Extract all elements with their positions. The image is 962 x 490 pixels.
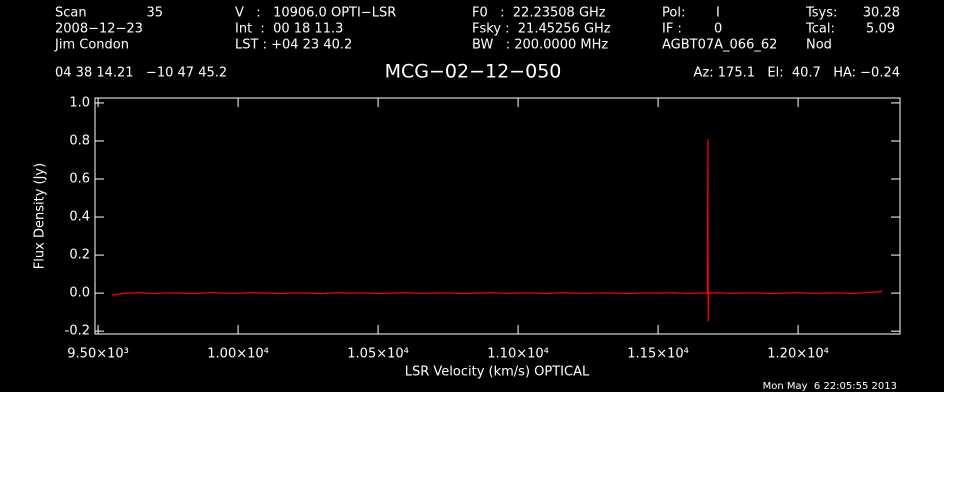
annotation: IF :	[662, 22, 682, 37]
annotation: Nod	[806, 38, 832, 53]
y-axis-label: Flux Density (Jy)	[33, 163, 48, 269]
annotation: Fsky : 21.45256 GHz	[472, 22, 611, 37]
annotation: 35	[146, 6, 163, 21]
annotation: Jim Condon	[54, 38, 129, 53]
annotation: 5.09	[866, 22, 895, 37]
chart-title: MCG−02−12−050	[385, 61, 562, 83]
x-tick-label: 1.10×10⁴	[487, 347, 549, 362]
y-tick-label: 0.6	[69, 172, 90, 187]
y-tick-label: 0.2	[69, 248, 90, 263]
plot-frame	[94, 97, 901, 335]
annotation: V : 10906.0 OPTI−LSR	[235, 6, 396, 21]
annotation: Mon May 6 22:05:55 2013	[763, 381, 897, 392]
y-tick-label: 0.0	[69, 286, 90, 301]
data-line	[111, 139, 883, 322]
annotation: I	[716, 6, 720, 21]
y-tick-label: 1.0	[69, 95, 90, 110]
annotation: BW : 200.0000 MHz	[472, 38, 608, 53]
annotation: LST : +04 23 40.2	[235, 38, 352, 53]
annotation: Az: 175.1 El: 40.7 HA: −0.24	[694, 66, 900, 81]
y-tick-label: -0.2	[65, 324, 90, 339]
annotation: F0 : 22.23508 GHz	[472, 6, 606, 21]
annotation: Scan	[55, 6, 87, 21]
y-tick-label: 0.4	[69, 210, 90, 225]
annotation: Tsys:	[805, 6, 837, 21]
annotation: Int : 00 18 11.3	[235, 22, 343, 37]
annotation: AGBT07A_066_62	[662, 38, 777, 53]
annotation: 04 38 14.21 −10 47 45.2	[55, 66, 227, 81]
annotation: 0	[714, 22, 722, 37]
y-tick-label: 0.8	[69, 133, 90, 148]
x-tick-label: 9.50×10³	[67, 347, 129, 362]
annotation: Tcal:	[805, 22, 835, 37]
x-tick-label: 1.00×10⁴	[207, 347, 269, 362]
annotation: 2008−12−23	[55, 22, 143, 37]
x-tick-label: 1.20×10⁴	[767, 347, 829, 362]
x-tick-label: 1.15×10⁴	[627, 347, 689, 362]
annotation: 30.28	[863, 6, 900, 21]
annotation: Pol:	[662, 6, 685, 21]
plot-background	[0, 0, 944, 392]
x-axis-label: LSR Velocity (km/s) OPTICAL	[405, 365, 590, 380]
x-tick-label: 1.05×10⁴	[347, 347, 409, 362]
